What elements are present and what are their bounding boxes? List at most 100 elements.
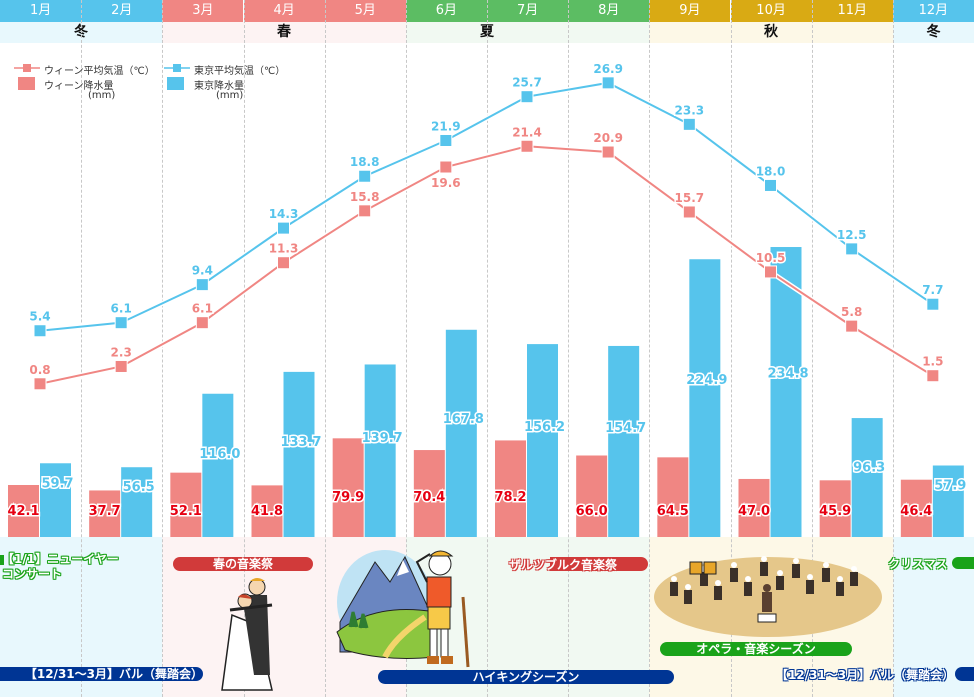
vienna-rain-label: 70.4	[413, 490, 445, 505]
tokyo-rain-bar	[446, 330, 477, 537]
tokyo-rain-label: 59.7	[41, 476, 73, 491]
vienna-temp-value-label: 5.8	[841, 305, 862, 319]
vienna-rain-label: 52.1	[170, 504, 202, 519]
vienna-rain-label: 42.1	[7, 504, 39, 519]
vienna-rain-label: 66.0	[576, 504, 608, 519]
tokyo-temp-marker	[196, 279, 208, 291]
tokyo-rain-bar	[202, 394, 233, 537]
vienna-temp-marker	[34, 378, 46, 390]
tokyo-temp-value-label: 18.0	[756, 164, 786, 178]
vienna-temp-value-label: 0.8	[29, 363, 50, 377]
vienna-temp-value-label: 15.8	[350, 190, 380, 204]
vienna-temp-marker	[359, 205, 371, 217]
dancing-couple-illustration	[212, 575, 288, 697]
vienna-rain-label: 46.4	[900, 504, 932, 519]
vienna-temp-marker	[602, 146, 614, 158]
event-hiking-season: ハイキングシーズン	[378, 670, 674, 684]
vienna-rain-label: 41.8	[251, 504, 283, 519]
tokyo-rain-bar	[527, 344, 558, 537]
vienna-temp-value-label: 19.6	[431, 176, 461, 190]
vienna-temp-marker	[846, 320, 858, 332]
tokyo-temp-marker	[683, 118, 695, 130]
event-ball-right: 【12/31～3月】バル（舞踏会）	[776, 666, 954, 683]
tokyo-temp-marker	[115, 317, 127, 329]
vienna-rain-bar	[576, 455, 607, 537]
tokyo-rain-label: 224.9	[686, 373, 727, 388]
tokyo-rain-bar	[284, 372, 315, 537]
vienna-temp-value-label: 6.1	[192, 302, 213, 316]
event-new-year-line1: 【1/1】ニューイヤー	[2, 552, 119, 567]
orchestra-illustration	[650, 542, 886, 640]
tokyo-rain-bar	[121, 467, 152, 537]
vienna-temp-marker	[927, 370, 939, 382]
vienna-rain-label: 78.2	[494, 490, 526, 505]
vienna-rain-label: 79.9	[332, 490, 364, 505]
tokyo-temp-value-label: 25.7	[512, 76, 542, 90]
vienna-temp-value-label: 1.5	[922, 355, 943, 369]
tokyo-rain-label: 57.9	[934, 478, 966, 493]
tokyo-rain-label: 133.7	[280, 435, 321, 450]
tokyo-rain-bar	[608, 346, 639, 537]
tokyo-temp-value-label: 26.9	[593, 62, 623, 76]
green-marker	[0, 555, 4, 565]
event-new-year-concert: 【1/1】ニューイヤー コンサート	[2, 552, 119, 582]
vienna-temp-value-label: 20.9	[593, 131, 623, 145]
tokyo-rain-bar	[689, 259, 720, 537]
vienna-temp-value-label: 10.5	[756, 251, 786, 265]
tokyo-temp-marker	[521, 91, 533, 103]
vienna-temp-marker	[521, 140, 533, 152]
hiking-illustration	[335, 542, 485, 670]
tokyo-rain-bar	[933, 465, 964, 537]
vienna-temp-marker	[683, 206, 695, 218]
vienna-temp-marker	[278, 257, 290, 269]
tokyo-rain-bar	[365, 364, 396, 537]
vienna-rain-label: 64.5	[657, 504, 689, 519]
event-spring-music-festival: 春の音楽祭	[173, 557, 313, 571]
vienna-rain-label: 45.9	[819, 504, 851, 519]
tokyo-temp-value-label: 14.3	[269, 207, 299, 221]
tokyo-rain-label: 167.8	[443, 412, 484, 427]
tokyo-rain-label: 154.7	[605, 421, 646, 436]
tokyo-rain-label: 116.0	[199, 447, 240, 462]
vienna-rain-bar	[657, 457, 688, 537]
event-ball-left: 【12/31～3月】バル（舞踏会）	[0, 667, 203, 681]
tokyo-rain-label: 56.5	[123, 480, 155, 495]
event-new-year-line2: コンサート	[2, 567, 119, 582]
vienna-rain-bar	[495, 440, 526, 537]
vienna-temp-marker	[196, 317, 208, 329]
tokyo-temp-marker	[602, 77, 614, 89]
ball-right-marker	[955, 667, 974, 681]
vienna-temp-marker	[440, 161, 452, 173]
tokyo-temp-marker	[359, 170, 371, 182]
event-christmas: クリスマス	[888, 555, 948, 572]
christmas-marker	[952, 557, 974, 569]
vienna-rain-label: 47.0	[738, 504, 770, 519]
vienna-temp-marker	[115, 360, 127, 372]
vienna-temp-marker	[765, 266, 777, 278]
tokyo-rain-bar	[852, 418, 883, 537]
tokyo-temp-value-label: 12.5	[837, 228, 867, 242]
tokyo-temp-marker	[440, 134, 452, 146]
vienna-rain-label: 37.7	[89, 504, 121, 519]
vienna-temp-value-label: 15.7	[675, 191, 705, 205]
tokyo-rain-label: 234.8	[767, 367, 808, 382]
tokyo-temp-value-label: 23.3	[675, 103, 705, 117]
vienna-temp-value-label: 11.3	[269, 242, 299, 256]
tokyo-rain-label: 156.2	[524, 420, 565, 435]
tokyo-rain-label: 96.3	[853, 461, 885, 476]
tokyo-temp-value-label: 5.4	[29, 310, 50, 324]
tokyo-temp-value-label: 21.9	[431, 119, 461, 133]
tokyo-rain-bar	[40, 463, 71, 537]
vienna-rain-bar	[333, 438, 364, 537]
tokyo-temp-marker	[846, 243, 858, 255]
tokyo-temp-marker	[34, 325, 46, 337]
event-salzburg-festival: ザルツブルク音楽祭	[509, 556, 617, 573]
vienna-temp-value-label: 21.4	[512, 125, 542, 139]
tokyo-temp-value-label: 9.4	[192, 264, 213, 278]
tokyo-temp-value-label: 18.8	[350, 155, 380, 169]
tokyo-temp-value-label: 7.7	[922, 283, 943, 297]
tokyo-temp-value-label: 6.1	[111, 302, 132, 316]
tokyo-temp-marker	[765, 179, 777, 191]
tokyo-temp-marker	[927, 298, 939, 310]
